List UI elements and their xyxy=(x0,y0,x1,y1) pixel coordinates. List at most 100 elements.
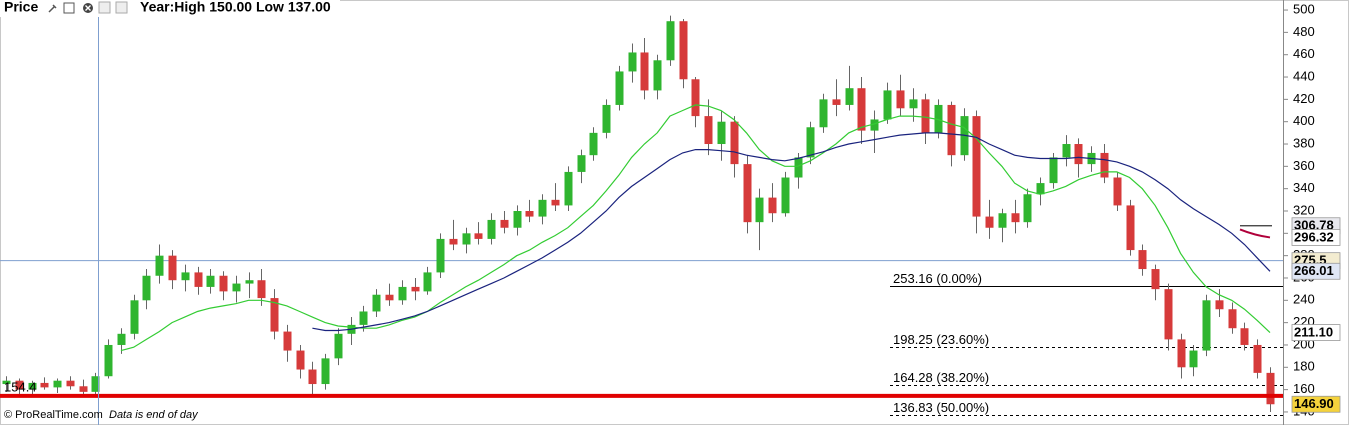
y-tick-label: 380 xyxy=(1293,135,1315,150)
y-tick-label: 420 xyxy=(1293,91,1315,106)
candle-body xyxy=(398,286,407,301)
candle-body xyxy=(232,283,241,292)
candle-body xyxy=(704,116,713,145)
candle-body xyxy=(500,219,509,228)
candle-body xyxy=(257,280,266,299)
candle-body xyxy=(615,71,624,105)
candle-body xyxy=(1049,157,1058,184)
candle-body xyxy=(308,369,317,385)
y-tick-label: 440 xyxy=(1293,68,1315,83)
candle-body xyxy=(411,286,420,292)
candle-body xyxy=(947,104,956,156)
candle-body xyxy=(909,99,918,109)
candle-body xyxy=(832,99,841,105)
candle-body xyxy=(1177,339,1186,368)
candle-body xyxy=(40,382,49,388)
candle-body xyxy=(1062,144,1071,158)
candle-body xyxy=(806,127,815,158)
price-label: 306.78 xyxy=(1294,218,1334,233)
candle-body xyxy=(640,52,649,91)
candle-body xyxy=(730,121,739,165)
candle-body xyxy=(985,216,994,228)
candle-body xyxy=(385,294,394,301)
candle-body xyxy=(564,171,573,206)
candle-body xyxy=(321,358,330,385)
candle-body xyxy=(1011,213,1020,223)
fib-label: 198.25 (23.60%) xyxy=(893,332,989,347)
candle-body xyxy=(717,121,726,145)
chart-title: Price xyxy=(4,0,38,15)
price-label-box xyxy=(1291,395,1341,413)
price-label: 266.01 xyxy=(1294,263,1334,278)
candle-body xyxy=(28,382,37,390)
candle-body xyxy=(474,233,483,239)
candle-body xyxy=(972,116,981,217)
source: © ProRealTime.com xyxy=(4,409,103,421)
candle-body xyxy=(934,104,943,133)
y-tick-label: 400 xyxy=(1293,113,1315,128)
candle-body xyxy=(372,294,381,312)
indicator-line xyxy=(1239,228,1271,239)
candle-body xyxy=(142,275,151,301)
candle-body xyxy=(219,275,228,292)
candle-body xyxy=(1215,300,1224,310)
y-tick-label: 360 xyxy=(1293,158,1315,173)
candle-body xyxy=(1138,250,1147,270)
axis-bg xyxy=(1284,1,1348,424)
candle-body xyxy=(79,386,88,392)
candle-body xyxy=(1100,152,1109,178)
candle-body xyxy=(794,157,803,178)
candle-body xyxy=(1113,177,1122,206)
candle-body xyxy=(819,99,828,128)
candle-body xyxy=(1151,269,1160,290)
candle-body xyxy=(449,238,458,245)
candle-body xyxy=(181,272,190,281)
y-tick-label: 500 xyxy=(1293,1,1315,16)
price-label: 211.10 xyxy=(1294,325,1333,340)
y-tick-label: 340 xyxy=(1293,180,1315,195)
candle-body xyxy=(538,199,547,217)
candle-body xyxy=(2,380,11,385)
y-tick-label: 460 xyxy=(1293,46,1315,61)
candle-body xyxy=(666,21,675,61)
candle-body xyxy=(1240,328,1249,345)
chart-subtitle: Year:High 150.00 Low 137.00 xyxy=(140,0,331,15)
candle-body xyxy=(628,52,637,72)
fib-label: 253.16 (0.00%) xyxy=(893,271,982,286)
support-label: 154.4 xyxy=(4,379,37,394)
candle-body xyxy=(1036,183,1045,195)
candle-body xyxy=(1126,205,1135,251)
candle-body xyxy=(602,104,611,133)
candle-body xyxy=(845,88,854,105)
price-label-box xyxy=(1291,262,1341,280)
candle-body xyxy=(104,344,113,377)
candle-body xyxy=(1023,194,1032,223)
candle-body xyxy=(551,199,560,206)
y-tick-label: 180 xyxy=(1293,359,1315,374)
fib-label: 136.83 (50.00%) xyxy=(893,400,989,415)
y-tick-label: 240 xyxy=(1293,292,1315,307)
candle-body xyxy=(1253,344,1262,373)
candle-body xyxy=(15,380,24,390)
candle-body xyxy=(1228,309,1237,329)
candle-body xyxy=(691,79,700,117)
price-label-box xyxy=(1291,324,1341,341)
candle-body xyxy=(194,272,203,287)
plot-area: 253.16 (0.00%) 198.25 (23.60%) 164.28 (38.… xyxy=(0,15,1283,416)
candle-body xyxy=(577,155,586,172)
price-label-box xyxy=(1291,229,1341,246)
candle-body xyxy=(168,255,177,281)
candle-body xyxy=(921,99,930,133)
candle-body xyxy=(525,211,534,217)
candle-body xyxy=(857,88,866,131)
candle-body xyxy=(245,280,254,284)
note: Data is end of day xyxy=(109,409,199,421)
candle-body xyxy=(155,255,164,276)
candle-body xyxy=(1189,350,1198,368)
y-tick-label: 480 xyxy=(1293,24,1315,39)
candle-body xyxy=(768,197,777,214)
candle-body xyxy=(53,380,62,388)
candle-body xyxy=(270,298,279,332)
